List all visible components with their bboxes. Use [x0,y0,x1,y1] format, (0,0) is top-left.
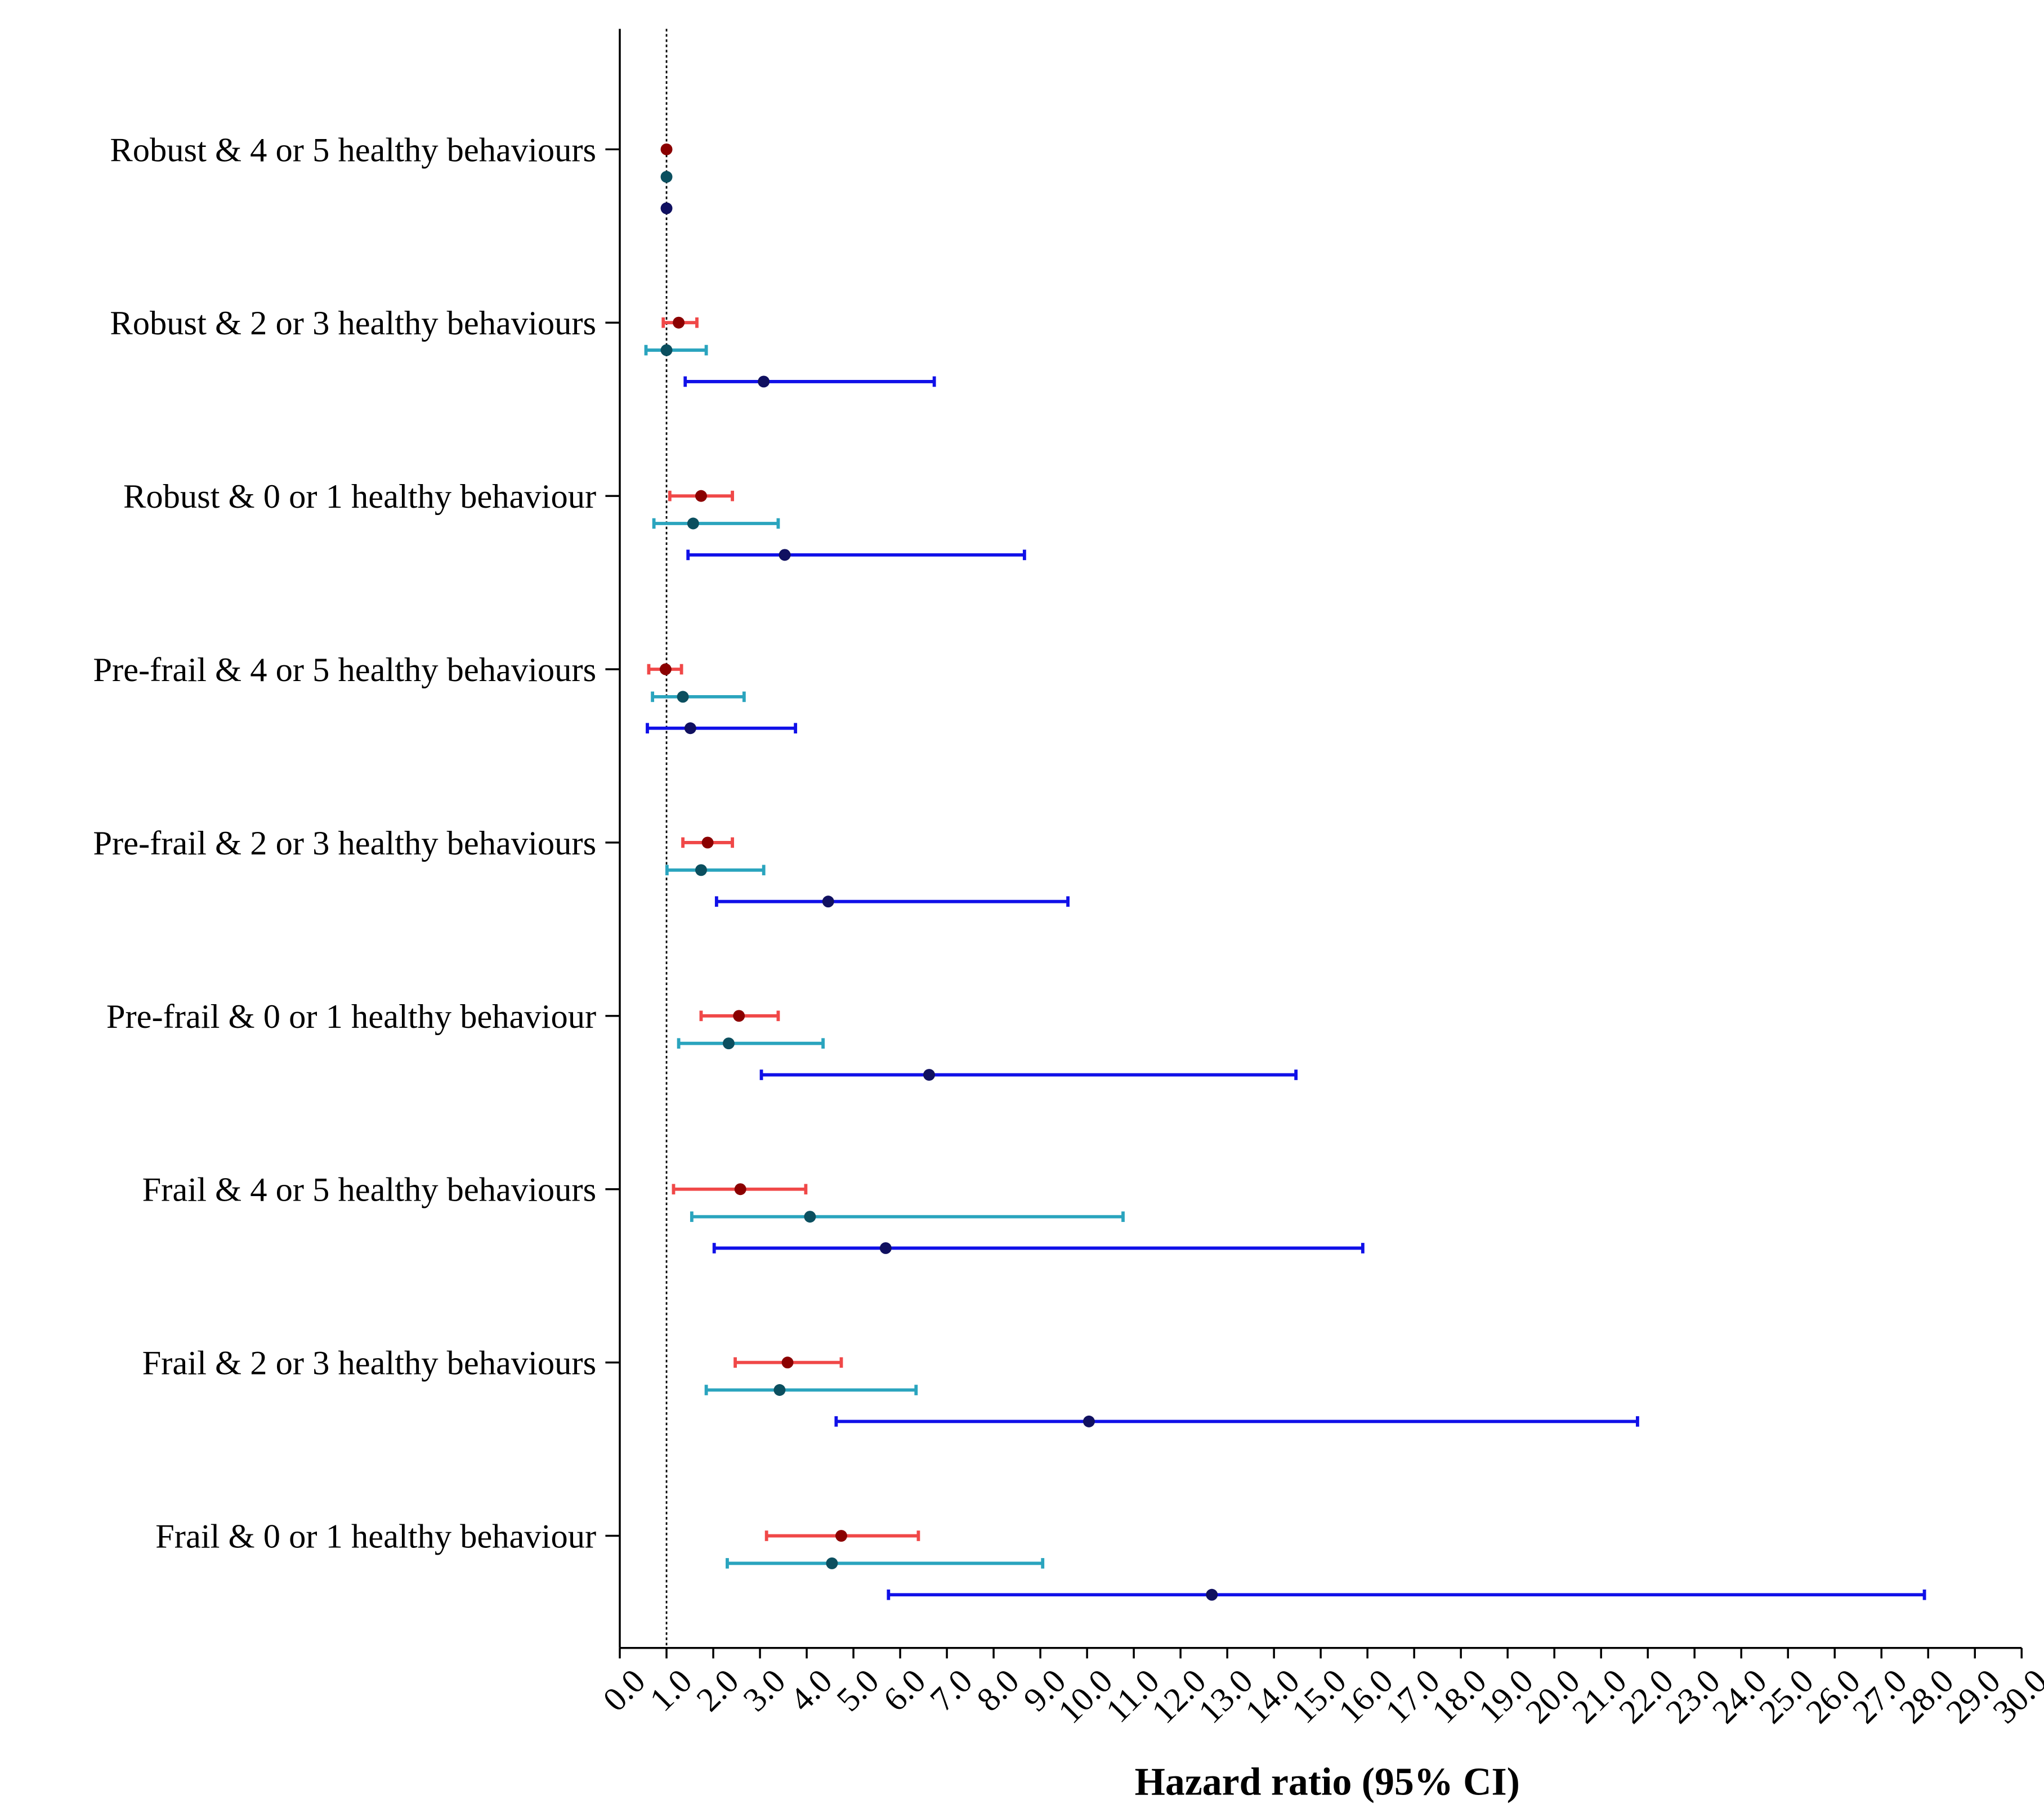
point [879,1242,892,1254]
point [660,202,673,214]
point [673,316,685,329]
point [677,691,689,703]
y-tick-label: Frail & 4 or 5 healthy behaviours [142,1171,596,1209]
point [804,1211,816,1223]
point [779,549,791,561]
point [687,517,699,530]
point [1206,1588,1218,1601]
point [923,1069,935,1081]
point [695,864,707,876]
y-tick-label: Pre-frail & 2 or 3 healthy behaviours [93,825,596,862]
point [822,896,834,908]
point [734,1183,746,1196]
point [660,171,673,183]
point [722,1037,735,1050]
point [660,143,673,155]
point [835,1530,847,1542]
point [659,663,672,675]
point [773,1384,786,1396]
x-axis-label: Hazard ratio (95% CI) [1135,1760,1520,1803]
y-tick-label: Pre-frail & 0 or 1 healthy behaviour [106,998,596,1036]
y-tick-label: Robust & 2 or 3 healthy behaviours [110,305,596,342]
y-tick-label: Pre-frail & 4 or 5 healthy behaviours [93,651,596,689]
point [1083,1415,1095,1427]
point [695,490,707,502]
y-tick-label: Frail & 0 or 1 healthy behaviour [155,1517,596,1555]
y-tick-label: Robust & 0 or 1 healthy behaviour [123,478,596,516]
point [758,375,770,388]
point [701,836,714,849]
point [826,1557,838,1569]
x-tick-label: 30.0 [1986,1662,2044,1731]
point [684,722,696,735]
point [733,1010,745,1022]
point [781,1357,794,1369]
point [660,344,673,356]
y-tick-label: Robust & 4 or 5 healthy behaviours [110,131,596,169]
y-tick-label: Frail & 2 or 3 healthy behaviours [142,1345,596,1382]
